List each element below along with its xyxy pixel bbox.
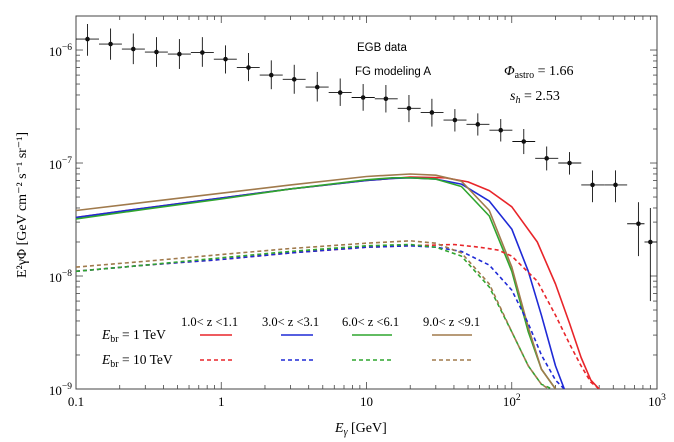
data-point: [121, 33, 145, 65]
x-tick-label: 103: [648, 393, 666, 409]
data-point: [644, 207, 657, 302]
y-tick-label: 10−9: [49, 382, 72, 398]
data-point: [443, 109, 467, 132]
x-tick-label: 10: [360, 394, 373, 409]
data-point: [351, 84, 375, 111]
data-point: [581, 170, 605, 203]
data-point: [259, 60, 283, 90]
axis-ticks: [75, 15, 657, 390]
data-point: [397, 94, 421, 123]
egb-data-label: EGB data: [357, 42, 407, 54]
y-tick-labels: 10−9 10−8 10−7 10−6: [49, 43, 72, 398]
model-curves: [76, 173, 600, 389]
x-tick-labels: 0.1 1 10 102 103: [68, 393, 666, 409]
x-tick-label: 0.1: [68, 394, 84, 409]
series-line-4: [76, 243, 600, 389]
y-tick-label: 10−7: [49, 156, 72, 172]
legend: 1.0< z <1.1 3.0< z <3.1 6.0< z <6.1 9.0<…: [101, 315, 480, 370]
data-point: [282, 64, 306, 94]
data-point: [558, 152, 582, 175]
data-point: [167, 39, 191, 69]
data-point: [328, 78, 352, 106]
legend-label-z1: 1.0< z <1.1: [181, 315, 238, 329]
y-axis-title: E²γΦ [GeV cm⁻² s⁻¹ sr⁻¹]: [15, 132, 30, 278]
y-tick-label: 10−8: [49, 269, 72, 285]
data-point: [76, 23, 100, 56]
legend-label-z3: 3.0< z <3.1: [262, 315, 319, 329]
legend-row-ebr-1tev: Ebr = 1 TeV: [101, 327, 166, 345]
data-point: [489, 119, 513, 142]
data-point: [420, 98, 444, 127]
x-tick-label: 1: [218, 394, 225, 409]
data-point: [512, 128, 536, 155]
data-point: [627, 202, 645, 257]
data-point: [305, 71, 329, 102]
data-point: [535, 146, 559, 171]
data-point: [236, 53, 260, 82]
data-point: [604, 170, 628, 203]
y-tick-label: 10−6: [49, 43, 72, 59]
fg-modeling-label: FG modeling A: [355, 66, 431, 78]
egb-data-points: [76, 23, 657, 302]
data-point: [144, 37, 168, 67]
series-line-5: [76, 245, 565, 389]
phi-astro-annotation: Φastro = 1.66: [504, 64, 574, 81]
series-line-7: [76, 240, 550, 389]
data-point: [190, 37, 214, 67]
x-tick-label: 102: [503, 393, 521, 409]
x-axis-title: Eγ [GeV]: [334, 421, 387, 438]
legend-row-ebr-10tev: Ebr = 10 TeV: [101, 352, 173, 370]
sh-annotation: sh = 2.53: [510, 89, 560, 106]
data-point: [99, 28, 122, 60]
data-point: [213, 45, 237, 74]
legend-label-z6: 6.0< z <6.1: [342, 315, 399, 329]
series-line-2: [76, 177, 557, 389]
legend-label-z9: 9.0< z <9.1: [423, 315, 480, 329]
series-line-3: [76, 173, 557, 389]
data-point: [466, 113, 490, 136]
data-point: [374, 85, 398, 113]
